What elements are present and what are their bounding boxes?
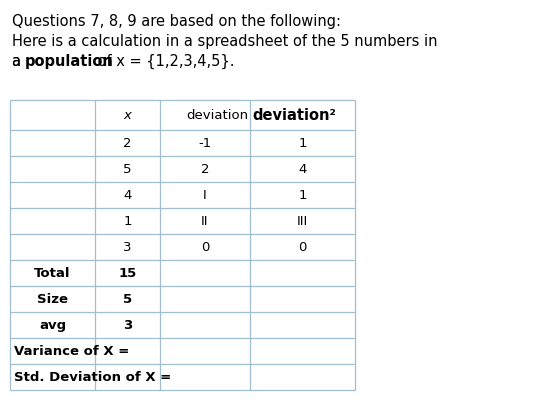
Text: 1: 1 <box>298 189 307 202</box>
Text: 0: 0 <box>299 241 307 253</box>
Text: 0: 0 <box>201 241 209 253</box>
Text: 4: 4 <box>299 163 307 176</box>
Text: III: III <box>297 215 308 228</box>
Text: 5: 5 <box>123 163 132 176</box>
Text: 1: 1 <box>123 215 132 228</box>
Text: Total: Total <box>34 266 71 279</box>
Text: Variance of X =: Variance of X = <box>14 344 129 357</box>
Text: 3: 3 <box>123 318 132 331</box>
Text: -1: -1 <box>198 137 212 150</box>
Text: Here is a calculation in a spreadsheet of the 5 numbers in: Here is a calculation in a spreadsheet o… <box>12 34 437 49</box>
Text: of x = {1,2,3,4,5}.: of x = {1,2,3,4,5}. <box>93 54 235 69</box>
Text: x: x <box>124 109 131 122</box>
Text: avg: avg <box>39 318 66 331</box>
Text: a: a <box>12 54 26 69</box>
Text: 2: 2 <box>201 163 209 176</box>
Text: 5: 5 <box>123 292 132 305</box>
Text: II: II <box>201 215 209 228</box>
Text: 3: 3 <box>123 241 132 253</box>
Text: 2: 2 <box>123 137 132 150</box>
Text: 1: 1 <box>298 137 307 150</box>
Text: Size: Size <box>37 292 68 305</box>
Text: Questions 7, 8, 9 are based on the following:: Questions 7, 8, 9 are based on the follo… <box>12 14 341 29</box>
Text: 4: 4 <box>123 189 132 202</box>
Text: deviation²: deviation² <box>252 108 336 122</box>
Text: population: population <box>25 54 114 69</box>
Text: Std. Deviation of X =: Std. Deviation of X = <box>14 370 171 383</box>
Text: 15: 15 <box>118 266 137 279</box>
Text: a: a <box>12 54 26 69</box>
Text: deviation: deviation <box>186 109 248 122</box>
Text: I: I <box>203 189 207 202</box>
